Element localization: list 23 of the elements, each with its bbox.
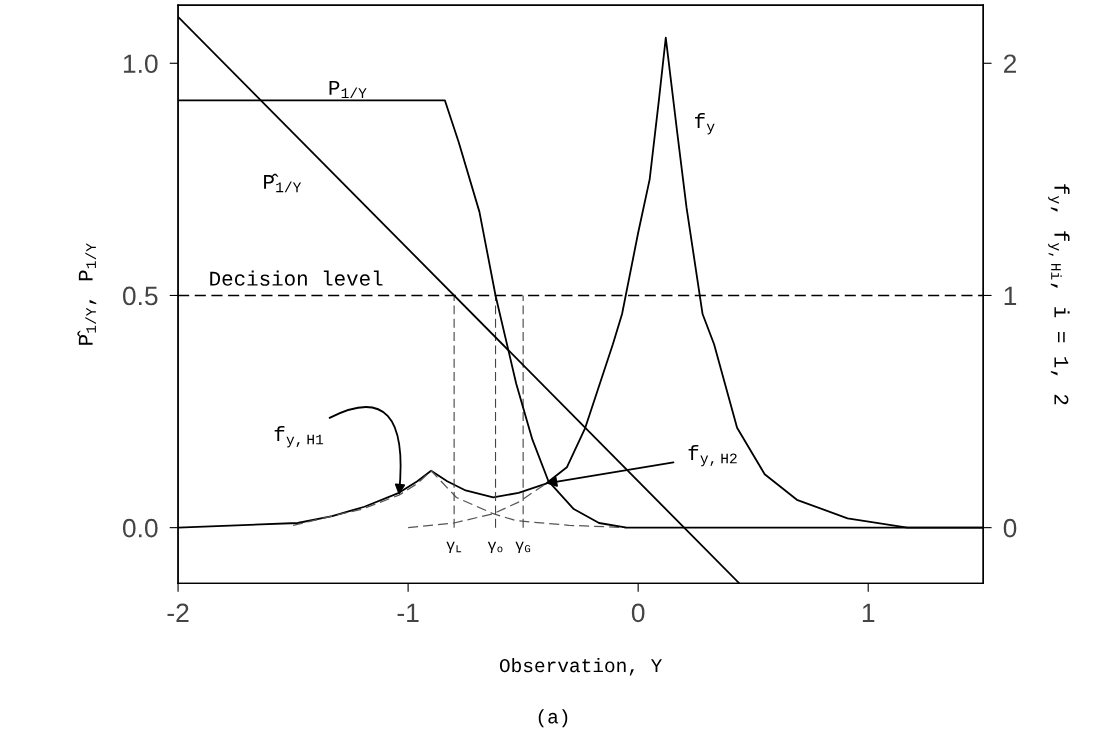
series-label: f$_{y}$ bbox=[695, 113, 715, 135]
y2-tick-label: 2 bbox=[1004, 54, 1017, 73]
series-label: P̂$_{1/Y}$ bbox=[264, 173, 302, 193]
ref-line-label: γ$_{G}$ bbox=[515, 541, 531, 553]
x-axis-title: Observation, Y bbox=[499, 657, 662, 676]
x-tick-label: -2 bbox=[167, 603, 189, 622]
y-tick-label: 1.0 bbox=[123, 54, 158, 74]
y-axis-title: P̂$_{1/Y}$, P$_{1/Y}$ bbox=[77, 243, 97, 345]
series-label: P$_{1/Y}$ bbox=[329, 80, 367, 99]
text: (a) bbox=[538, 709, 568, 728]
y2-tick-label: 0 bbox=[1003, 518, 1017, 538]
x-tick-label: 1 bbox=[862, 603, 875, 622]
ref-line-label: Decision level bbox=[210, 270, 383, 286]
x-tick-label: 0 bbox=[631, 603, 645, 623]
y-tick-label: 0.5 bbox=[122, 286, 158, 306]
x-tick-label: -1 bbox=[397, 603, 419, 622]
y-tick-label: 0.0 bbox=[122, 518, 158, 538]
ref-line-label: γ$_{L}$ bbox=[446, 541, 462, 553]
y2-tick-label: 1 bbox=[1004, 286, 1017, 306]
text: f$_{y,H2}$ bbox=[688, 444, 737, 467]
y2-axis-title: f$_{y}$, f$_{y,Hi}$, i = 1, 2 bbox=[1048, 184, 1070, 405]
ref-line-label: γ$_{o}$ bbox=[487, 541, 503, 553]
text: f$_{y,H1}$ bbox=[274, 425, 324, 448]
